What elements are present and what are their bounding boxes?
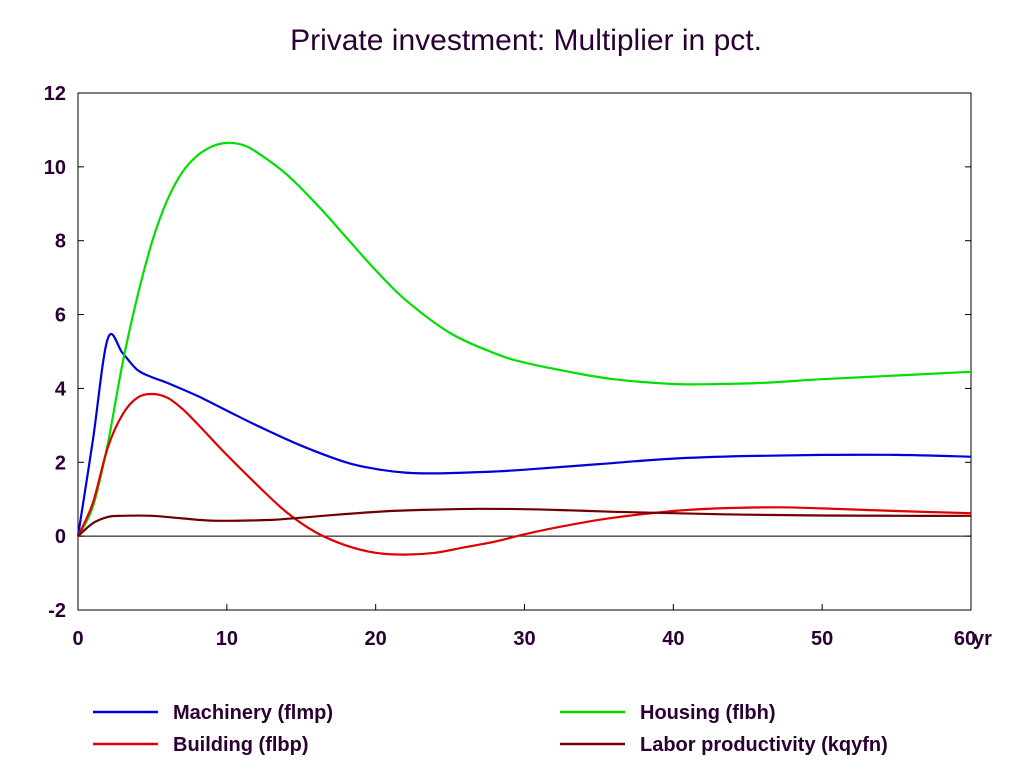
series-line-housing (77, 141, 972, 537)
series-layer (76, 141, 972, 556)
plot-frame (77, 92, 972, 611)
legend-label: Housing (flbh) (640, 702, 776, 724)
legend-item-labor-productivity: Labor productivity (kqyfn) (560, 734, 888, 756)
x-tick-label: 10 (216, 628, 238, 650)
x-tick-label: 30 (513, 628, 535, 650)
series-line-building (76, 392, 972, 556)
y-tick-label: 0 (55, 526, 66, 548)
legend: Machinery (flmp) Housing (flbh) Building (… (93, 702, 888, 756)
y-tick-label: -2 (48, 600, 66, 622)
x-tick-label: 40 (662, 628, 684, 650)
y-tick-label: 2 (55, 452, 66, 474)
y-tick-label: 12 (44, 83, 66, 105)
legend-item-building: Building (flbp) (93, 734, 309, 756)
legend-label: Building (flbp) (173, 734, 309, 756)
y-tick-label: 6 (55, 305, 66, 327)
series-line-machinery (76, 332, 972, 537)
y-tick-label: 4 (55, 378, 67, 400)
x-tick-label: 50 (811, 628, 833, 650)
legend-label: Machinery (flmp) (173, 702, 333, 724)
x-tick-label: 0 (72, 628, 83, 650)
y-tick-label: 8 (55, 231, 66, 253)
x-unit-label: yr (973, 628, 992, 650)
legend-label: Labor productivity (kqyfn) (640, 734, 888, 756)
chart-title: Private investment: Multiplier in pct. (290, 24, 762, 57)
legend-item-machinery: Machinery (flmp) (93, 702, 333, 724)
series-line-labor-productivity (77, 507, 972, 537)
legend-item-housing: Housing (flbh) (560, 702, 776, 724)
x-tick-label: 20 (365, 628, 387, 650)
y-axis: -2 0 2 4 6 8 10 12 (44, 83, 971, 622)
x-tick-label: 60 (954, 628, 976, 650)
y-tick-label: 10 (44, 157, 66, 179)
